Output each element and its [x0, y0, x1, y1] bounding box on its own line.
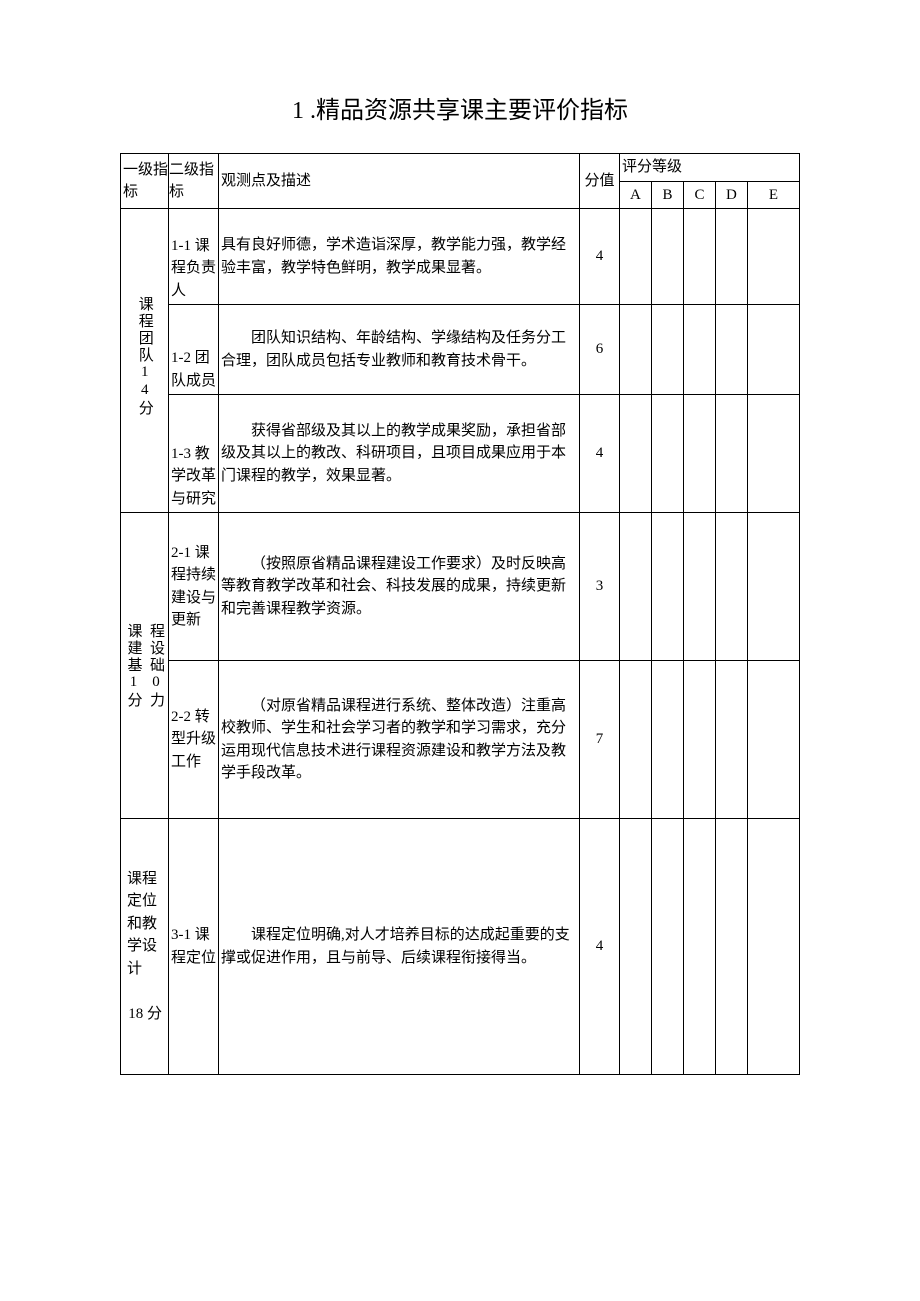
grade-cell-E [747, 819, 799, 1075]
desc-cell: 团队知识结构、年龄结构、学缘结构及任务分工合理，团队成员包括专业教师和教育技术骨… [219, 305, 580, 395]
grade-cell-C [683, 819, 715, 1075]
grade-cell-A [619, 305, 651, 395]
table-row: 1-3 教学改革与研究 获得省部级及其以上的教学成果奖励，承担省部级及其以上的教… [121, 395, 800, 513]
hdr-A: A [619, 181, 651, 209]
l1-col1: 课建基1分 [122, 623, 145, 709]
grade-cell-B [651, 819, 683, 1075]
page-title: 1 .精品资源共享课主要评价指标 [120, 90, 800, 125]
l1-cell-3: 课程定位和教学设计 18 分 [121, 819, 169, 1075]
desc-cell: （按照原省精品课程建设工作要求）及时反映高等教育教学改革和社会、科技发展的成果，… [219, 513, 580, 661]
desc-cell: 获得省部级及其以上的教学成果奖励，承担省部级及其以上的教改、科研项目，且项目成果… [219, 395, 580, 513]
grade-cell-B [651, 661, 683, 819]
grade-cell-D [715, 395, 747, 513]
hdr-l1: 一级指标 [121, 154, 169, 209]
l1-label-3b: 18 分 [127, 1003, 162, 1026]
hdr-E: E [747, 181, 799, 209]
grade-cell-E [747, 209, 799, 305]
score-cell: 4 [579, 395, 619, 513]
table-row: 课程团队14分 1-1 课程负责人 具有良好师德，学术造诣深厚，教学能力强，教学… [121, 209, 800, 305]
hdr-B: B [651, 181, 683, 209]
document-page: 1 .精品资源共享课主要评价指标 一级指标 二级指标 观测点及描述 分值 评分等… [0, 0, 920, 1075]
score-cell: 6 [579, 305, 619, 395]
grade-cell-B [651, 209, 683, 305]
grade-cell-D [715, 513, 747, 661]
score-cell: 4 [579, 209, 619, 305]
table-row: 2-2 转型升级工作 （对原省精品课程进行系统、整体改造）注重高校教师、学生和社… [121, 661, 800, 819]
desc-cell: 具有良好师德，学术造诣深厚，教学能力强，教学经验丰富，教学特色鲜明，教学成果显著… [219, 209, 580, 305]
score-cell: 4 [579, 819, 619, 1075]
grade-cell-D [715, 661, 747, 819]
grade-cell-C [683, 305, 715, 395]
hdr-desc: 观测点及描述 [219, 154, 580, 209]
hdr-score: 分值 [579, 154, 619, 209]
grade-cell-A [619, 395, 651, 513]
grade-cell-E [747, 305, 799, 395]
grade-cell-C [683, 209, 715, 305]
grade-cell-C [683, 661, 715, 819]
hdr-C: C [683, 181, 715, 209]
l2-cell: 1-3 教学改革与研究 [169, 395, 219, 513]
grade-cell-B [651, 395, 683, 513]
hdr-l2: 二级指标 [169, 154, 219, 209]
l2-cell: 3-1 课程定位 [169, 819, 219, 1075]
table-row: 1-2 团队成员 团队知识结构、年龄结构、学缘结构及任务分工合理，团队成员包括专… [121, 305, 800, 395]
grade-cell-E [747, 513, 799, 661]
grade-cell-B [651, 305, 683, 395]
grade-cell-E [747, 395, 799, 513]
l2-cell: 1-1 课程负责人 [169, 209, 219, 305]
grade-cell-A [619, 661, 651, 819]
grade-cell-A [619, 209, 651, 305]
hdr-D: D [715, 181, 747, 209]
grade-cell-A [619, 513, 651, 661]
score-cell: 7 [579, 661, 619, 819]
score-cell: 3 [579, 513, 619, 661]
l1-label: 课程团队14分 [133, 296, 156, 417]
l1-cell-1: 课程团队14分 [121, 209, 169, 513]
header-row-1: 一级指标 二级指标 观测点及描述 分值 评分等级 [121, 154, 800, 182]
desc-cell: （对原省精品课程进行系统、整体改造）注重高校教师、学生和社会学习者的教学和学习需… [219, 661, 580, 819]
desc-cell: 课程定位明确,对人才培养目标的达成起重要的支撑或促进作用，且与前导、后续课程衔接… [219, 819, 580, 1075]
hdr-grade: 评分等级 [619, 154, 799, 182]
l1-label-3a: 课程定位和教学设计 [127, 871, 157, 977]
l2-cell: 1-2 团队成员 [169, 305, 219, 395]
table-row: 课建基1分 程设础0力 2-1 课程持续建设与更新 （按照原省精品课程建设工作要… [121, 513, 800, 661]
grade-cell-D [715, 209, 747, 305]
grade-cell-B [651, 513, 683, 661]
table-row: 课程定位和教学设计 18 分 3-1 课程定位 课程定位明确,对人才培养目标的达… [121, 819, 800, 1075]
l1-col2: 程设础0力 [145, 623, 168, 709]
l2-cell: 2-1 课程持续建设与更新 [169, 513, 219, 661]
grade-cell-E [747, 661, 799, 819]
grade-cell-D [715, 819, 747, 1075]
evaluation-table: 一级指标 二级指标 观测点及描述 分值 评分等级 A B C D E 课程团队1… [120, 153, 800, 1075]
grade-cell-D [715, 305, 747, 395]
l2-cell: 2-2 转型升级工作 [169, 661, 219, 819]
l1-cell-2: 课建基1分 程设础0力 [121, 513, 169, 819]
grade-cell-C [683, 395, 715, 513]
grade-cell-C [683, 513, 715, 661]
grade-cell-A [619, 819, 651, 1075]
